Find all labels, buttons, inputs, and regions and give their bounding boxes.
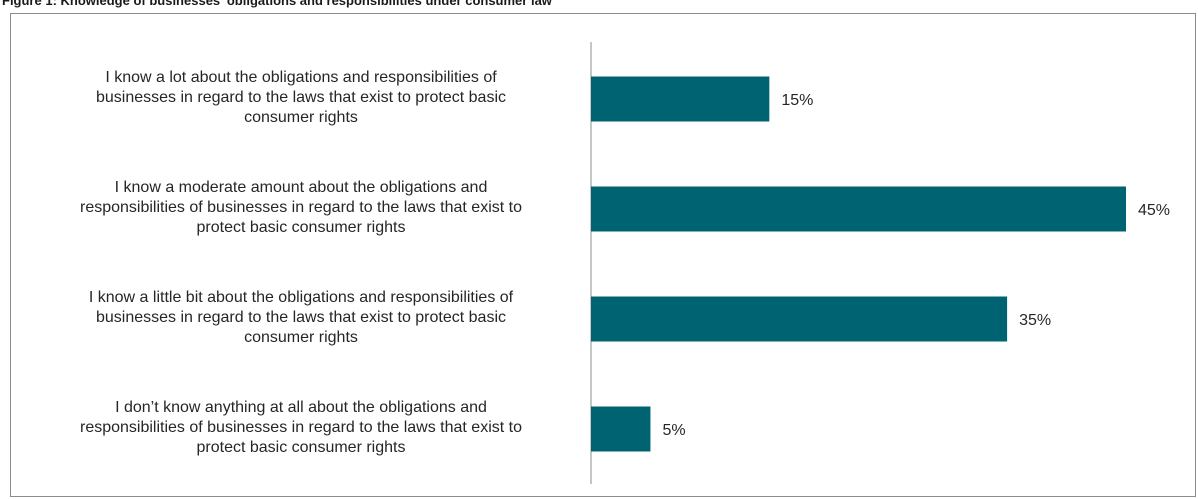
bar [591,186,1126,232]
bar [591,76,770,122]
bar [591,406,651,452]
data-label: 15% [781,92,813,109]
category-label-line: businesses in regard to the laws that ex… [96,89,506,106]
category-label-line: consumer rights [244,329,358,346]
category-label-line: consumer rights [244,109,358,126]
bar [591,296,1008,342]
chart-title: Figure 1: Knowledge of businesses' oblig… [2,0,552,8]
category-label-line: protect basic consumer rights [196,439,406,456]
category-label-line: I know a lot about the obligations and r… [105,69,497,86]
data-label: 5% [662,422,685,439]
category-label: I know a lot about the obligations and r… [11,68,591,128]
category-label: I don’t know anything at all about the o… [11,398,591,458]
category-label-line: I don’t know anything at all about the o… [115,399,487,416]
bar-chart: 15% 45% 35% 5% [590,42,1170,484]
data-label: 35% [1019,312,1051,329]
category-label-line: I know a moderate amount about the oblig… [114,179,488,196]
chart-frame: I know a lot about the obligations and r… [10,13,1196,497]
category-label-line: businesses in regard to the laws that ex… [96,309,506,326]
category-label-line: protect basic consumer rights [196,219,406,236]
category-label-line: responsibilities of businesses in regard… [79,199,522,216]
data-label: 45% [1138,202,1170,219]
category-label-line: I know a little bit about the obligation… [88,289,514,306]
category-label: I know a little bit about the obligation… [11,288,591,348]
category-label: I know a moderate amount about the oblig… [11,178,591,238]
category-label-line: responsibilities of businesses in regard… [79,419,522,436]
